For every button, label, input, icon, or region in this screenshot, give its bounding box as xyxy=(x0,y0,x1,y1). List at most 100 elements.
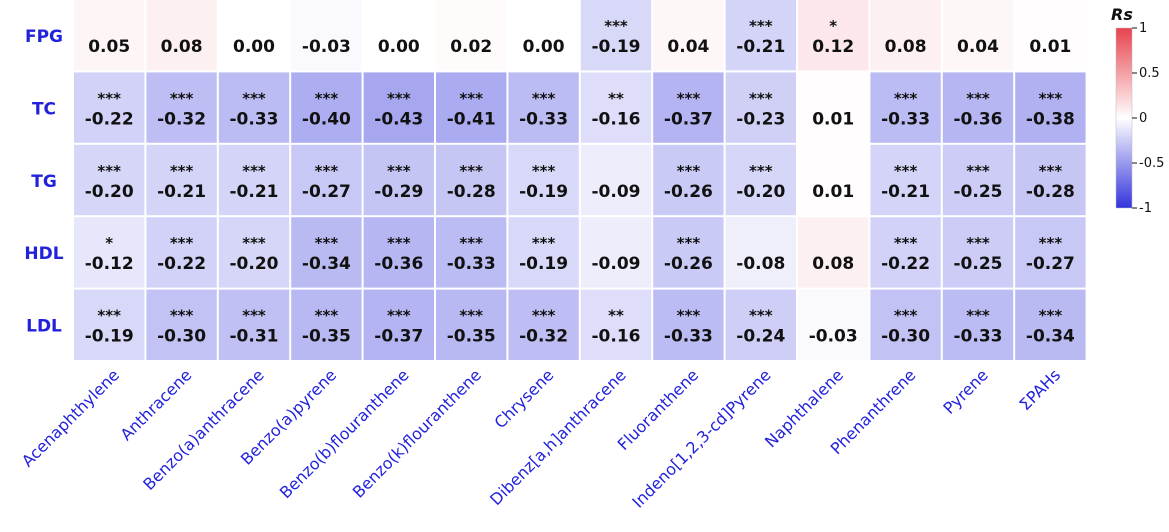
heatmap-cell: -0.33 *** xyxy=(870,72,941,143)
heatmap-cell: 0.00 xyxy=(363,0,434,71)
significance-marker: *** xyxy=(677,89,701,107)
cell-fill xyxy=(580,289,652,360)
heatmap-cell: 0.04 xyxy=(942,0,1014,71)
heatmap-cell: -0.25 *** xyxy=(942,144,1014,216)
cell-fill xyxy=(363,144,434,216)
legend-tick-label: -0.5 xyxy=(1139,156,1164,171)
significance-marker: *** xyxy=(97,162,121,180)
heatmap-cell: -0.08 xyxy=(725,217,796,288)
cell-fill xyxy=(146,144,217,216)
heatmap-cell: -0.31 *** xyxy=(218,289,290,360)
cell-fill xyxy=(942,0,1014,71)
cell-value: 0.04 xyxy=(957,37,999,57)
column-label: Chrysene xyxy=(491,365,558,432)
cell-fill xyxy=(942,217,1014,288)
significance-marker: *** xyxy=(242,89,266,107)
cell-fill xyxy=(291,72,362,143)
heatmap-cell: 0.02 xyxy=(436,0,507,71)
cell-value: -0.34 xyxy=(302,254,351,274)
heatmap-cell: -0.03 xyxy=(798,289,869,360)
significance-marker: *** xyxy=(170,89,194,107)
significance-marker: *** xyxy=(1039,89,1063,107)
column-label: Pyrene xyxy=(939,365,991,417)
significance-marker: *** xyxy=(242,162,266,180)
heatmap-cell: -0.20 *** xyxy=(725,144,796,216)
cell-fill xyxy=(725,144,796,216)
cell-fill xyxy=(146,72,217,143)
cell-value: -0.37 xyxy=(664,109,713,129)
significance-marker: *** xyxy=(242,307,266,325)
significance-marker: *** xyxy=(677,162,701,180)
heatmap-cell: -0.23 *** xyxy=(725,72,796,143)
cell-value: -0.28 xyxy=(1026,182,1075,202)
cell-fill xyxy=(218,289,290,360)
row-label: LDL xyxy=(26,317,62,337)
cell-value: -0.23 xyxy=(736,109,785,129)
significance-marker: *** xyxy=(749,162,773,180)
heatmap-cell: -0.41 *** xyxy=(436,72,507,143)
significance-marker: *** xyxy=(315,162,339,180)
cell-fill xyxy=(508,144,579,216)
heatmap-cell: -0.36 *** xyxy=(363,217,434,288)
cell-fill xyxy=(74,72,145,143)
cell-value: -0.25 xyxy=(954,254,1003,274)
heatmap-cell: 0.08 xyxy=(146,0,217,71)
column-label: Benzo(b)flouranthene xyxy=(276,365,413,502)
cell-value: -0.21 xyxy=(881,182,930,202)
cell-fill xyxy=(291,0,362,71)
cell-fill xyxy=(291,144,362,216)
cell-value: -0.36 xyxy=(954,109,1003,129)
significance-marker: *** xyxy=(315,307,339,325)
significance-marker: *** xyxy=(1039,234,1063,252)
cell-value: -0.26 xyxy=(664,254,713,274)
cell-fill xyxy=(942,144,1014,216)
cell-fill xyxy=(146,0,217,71)
cell-value: -0.22 xyxy=(85,109,134,129)
cell-value: -0.22 xyxy=(157,254,206,274)
cell-fill xyxy=(1015,72,1086,143)
cell-fill xyxy=(580,144,652,216)
legend-tick-label: 1 xyxy=(1139,21,1147,36)
cell-value: -0.33 xyxy=(881,109,930,129)
cell-value: -0.38 xyxy=(1026,109,1075,129)
cell-value: -0.30 xyxy=(157,327,206,347)
significance-marker: *** xyxy=(894,307,918,325)
significance-marker: *** xyxy=(242,234,266,252)
cell-fill xyxy=(798,289,869,360)
heatmap-cell: -0.30 *** xyxy=(146,289,217,360)
heatmap-cell: -0.40 *** xyxy=(291,72,362,143)
cell-value: -0.31 xyxy=(230,327,279,347)
cell-value: -0.12 xyxy=(85,254,134,274)
heatmap-cell: -0.35 *** xyxy=(291,289,362,360)
legend-tick-label: 0 xyxy=(1139,111,1147,126)
cell-fill xyxy=(725,289,796,360)
column-label: Anthracene xyxy=(117,365,196,444)
cell-value: -0.25 xyxy=(954,182,1003,202)
cell-value: -0.33 xyxy=(954,327,1003,347)
significance-marker: *** xyxy=(315,89,339,107)
heatmap-cell: -0.29 *** xyxy=(363,144,434,216)
cell-fill xyxy=(436,72,507,143)
significance-marker: ** xyxy=(608,307,624,325)
cell-value: -0.20 xyxy=(736,182,785,202)
heatmap-cell: -0.37 *** xyxy=(653,72,724,143)
heatmap-cell: -0.33 *** xyxy=(508,72,579,143)
heatmap-cell: -0.09 xyxy=(580,217,652,288)
heatmap-cell: -0.27 *** xyxy=(291,144,362,216)
cell-value: -0.08 xyxy=(736,254,785,274)
cell-value: -0.35 xyxy=(447,327,496,347)
cell-fill xyxy=(870,72,941,143)
cell-fill xyxy=(74,0,145,71)
cell-fill xyxy=(798,217,869,288)
cell-value: -0.29 xyxy=(374,182,423,202)
significance-marker: *** xyxy=(749,17,773,35)
significance-marker: *** xyxy=(387,234,411,252)
heatmap-cell: 0.00 xyxy=(218,0,290,71)
heatmap-cell: -0.25 *** xyxy=(942,217,1014,288)
heatmap-cell: -0.21 *** xyxy=(870,144,941,216)
cell-value: -0.33 xyxy=(230,109,279,129)
heatmap-cell: -0.16 ** xyxy=(580,72,652,143)
cell-value: -0.32 xyxy=(519,327,568,347)
cell-value: -0.20 xyxy=(230,254,279,274)
